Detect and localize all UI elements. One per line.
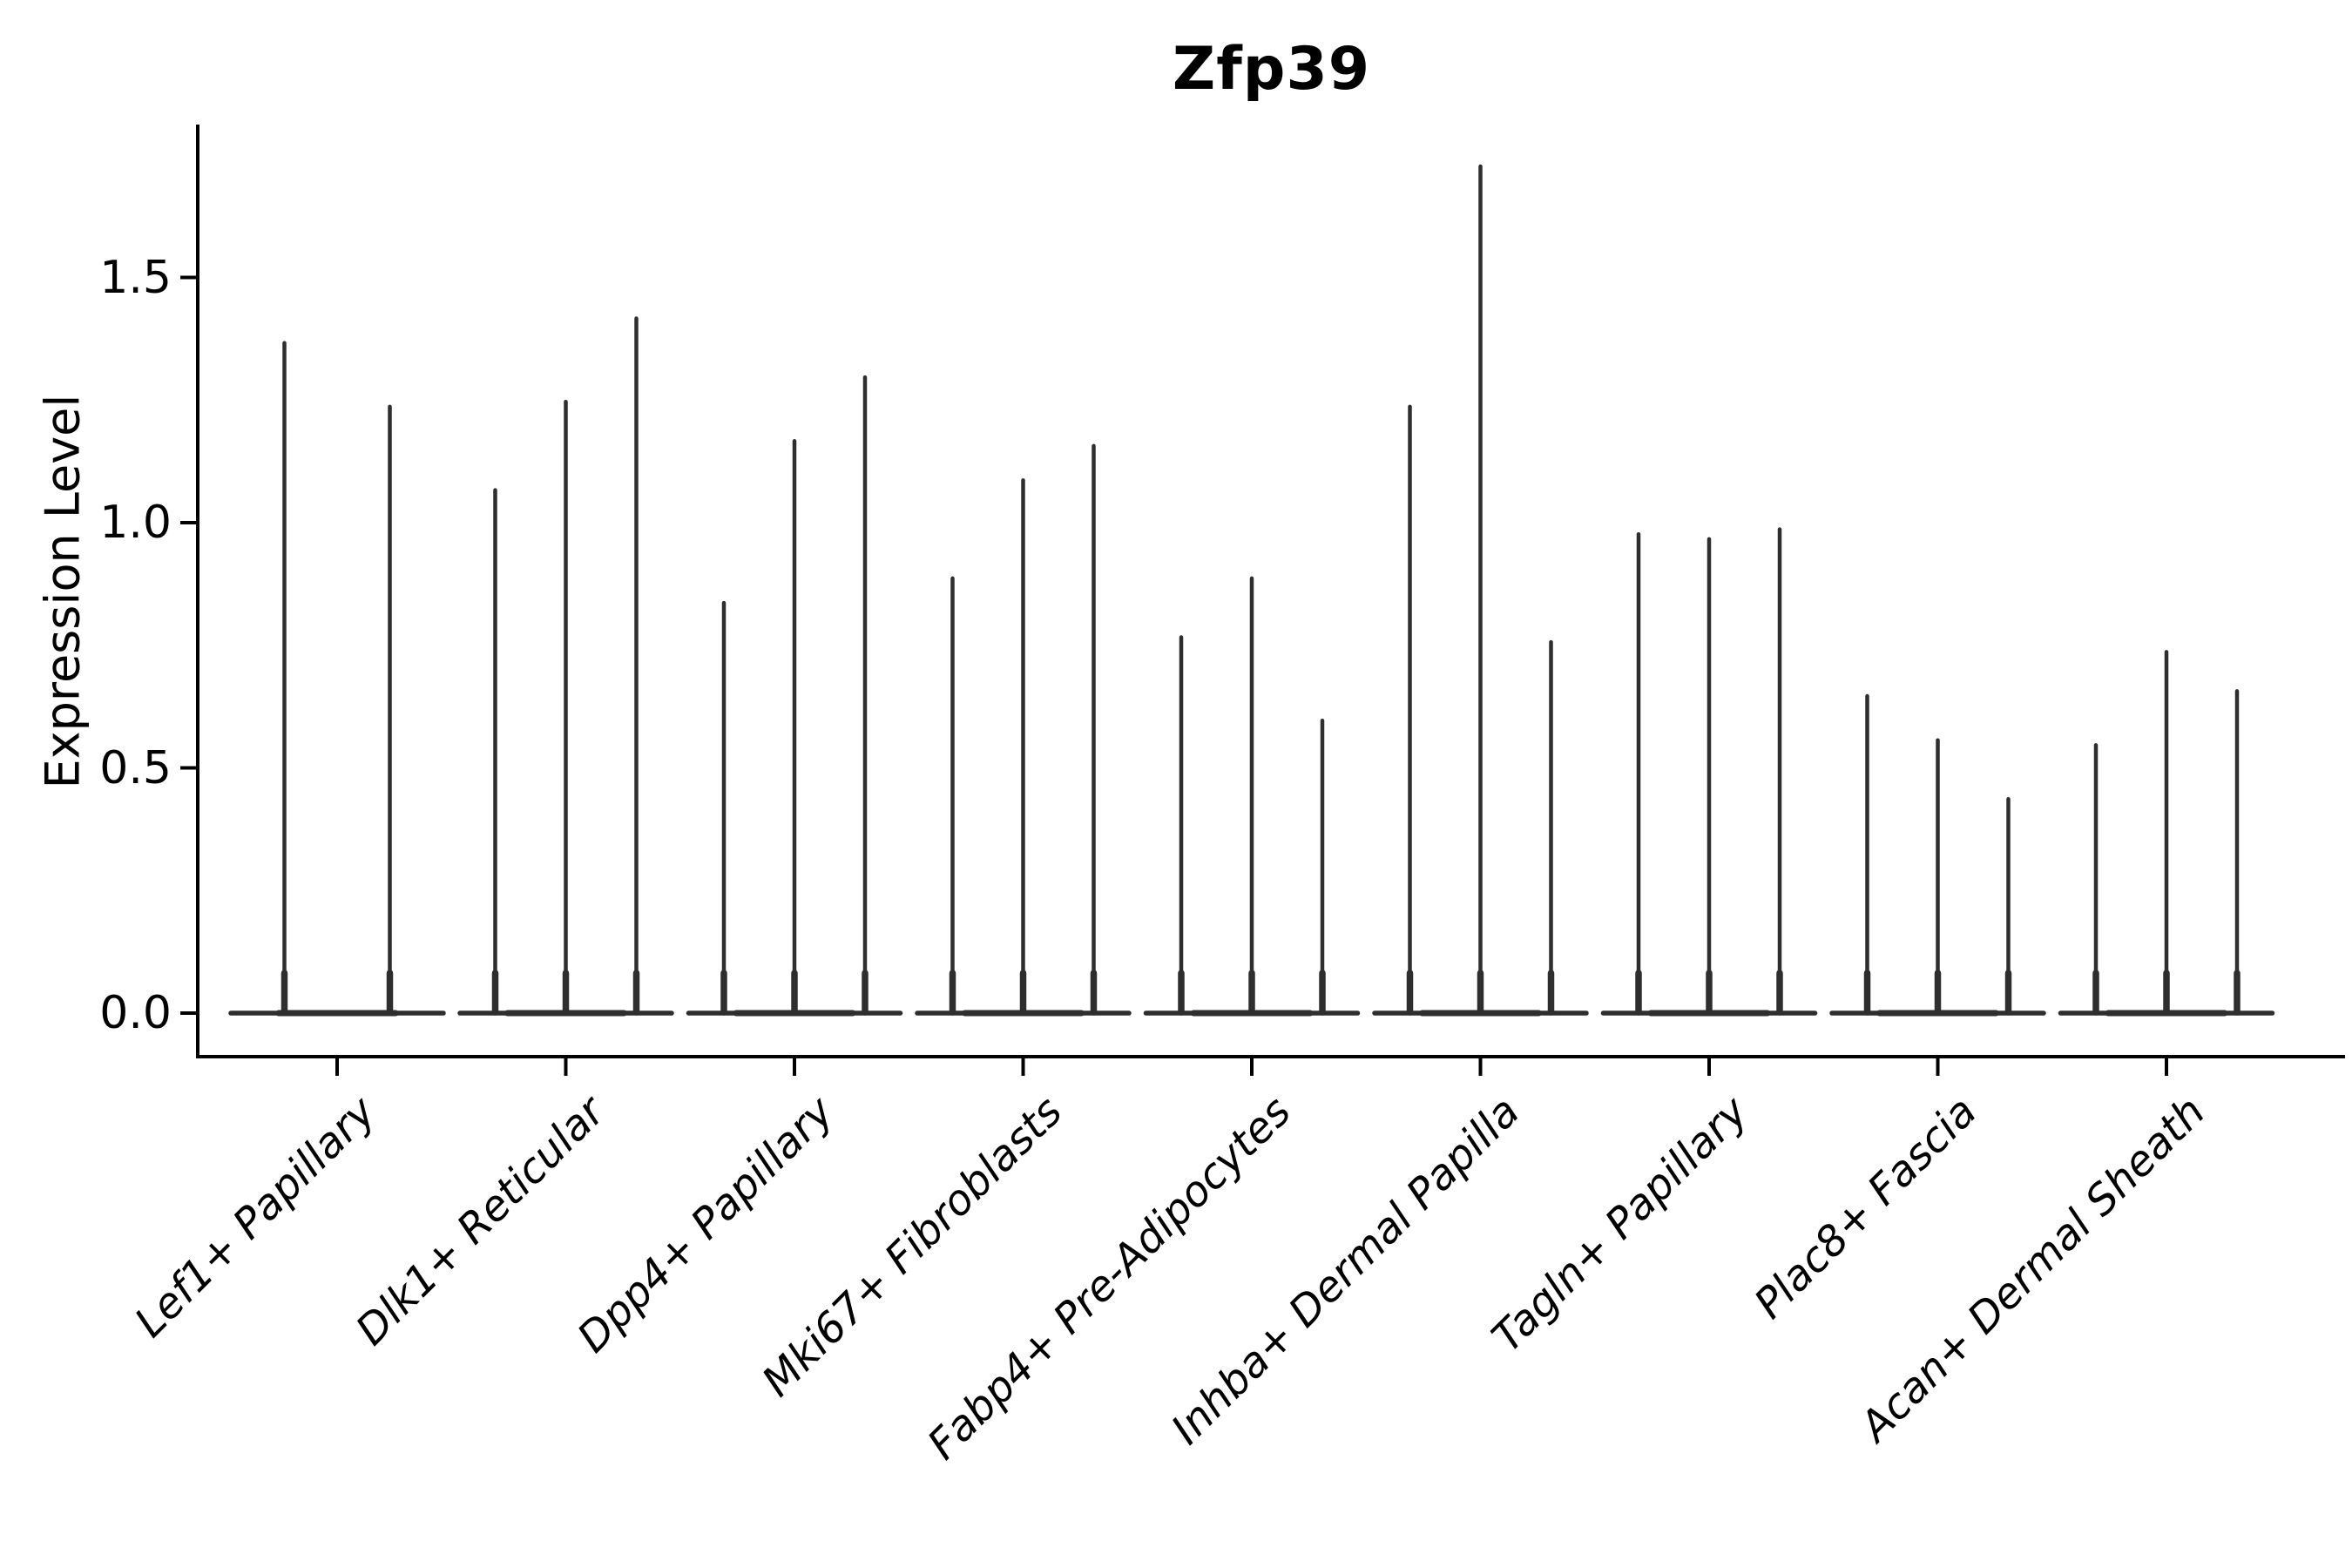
y-axis-label: Expression Level [35,394,91,789]
y-tick-label: 0.0 [99,987,172,1039]
y-tick-label: 1.0 [99,497,172,549]
y-tick-label: 0.5 [99,741,172,794]
y-tick-label: 1.5 [99,251,172,304]
chart-title: Zfp39 [1172,35,1371,104]
